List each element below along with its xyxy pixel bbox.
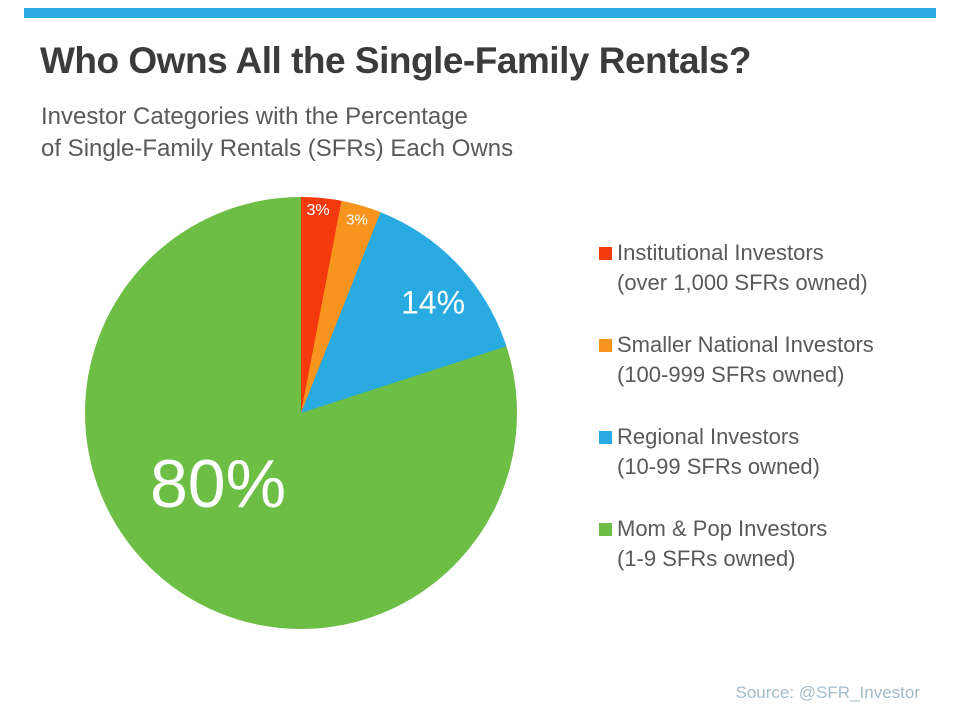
- legend-item-line1: Regional Investors: [599, 422, 939, 452]
- top-accent-bar: [24, 8, 936, 18]
- pie-label-institutional: 3%: [306, 202, 330, 219]
- subtitle-line-1: Investor Categories with the Percentage: [41, 103, 468, 130]
- legend-detail-smaller-national: (100-999 SFRs owned): [617, 362, 845, 387]
- legend-detail-regional: (10-99 SFRs owned): [617, 454, 820, 479]
- legend-name-mom-and-pop: Mom & Pop Investors: [617, 516, 828, 541]
- legend-item-mom-and-pop: Mom & Pop Investors (1-9 SFRs owned): [599, 514, 939, 574]
- legend-detail-institutional: (over 1,000 SFRs owned): [617, 270, 868, 295]
- page-subtitle: Investor Categories with the Percentage …: [41, 101, 513, 165]
- page-title: Who Owns All the Single-Family Rentals?: [40, 40, 751, 81]
- legend-swatch-mom-and-pop-icon: [599, 522, 612, 536]
- legend-name-institutional: Institutional Investors: [617, 240, 824, 265]
- legend-item-line1: Mom & Pop Investors: [599, 514, 939, 544]
- subtitle-line-2: of Single-Family Rentals (SFRs) Each Own…: [41, 135, 514, 162]
- legend-detail-mom-and-pop: (1-9 SFRs owned): [617, 546, 796, 571]
- legend-item-line1: Institutional Investors: [599, 238, 939, 268]
- legend-item-institutional: Institutional Investors (over 1,000 SFRs…: [599, 238, 939, 298]
- pie-label-smaller-national: 3%: [346, 211, 368, 229]
- legend-swatch-institutional-icon: [599, 246, 612, 260]
- legend-item-regional: Regional Investors (10-99 SFRs owned): [599, 422, 939, 482]
- pie-label-mom-and-pop: 80%: [149, 446, 287, 522]
- pie-chart-area: 3% 3% 14% 80%: [85, 197, 517, 629]
- source-text: Source: @SFR_Investor: [735, 683, 921, 702]
- legend-swatch-regional-icon: [599, 430, 612, 444]
- pie-chart: [85, 197, 517, 629]
- legend-name-smaller-national: Smaller National Investors: [617, 332, 874, 357]
- chart-legend: Institutional Investors (over 1,000 SFRs…: [599, 238, 939, 606]
- legend-name-regional: Regional Investors: [617, 424, 800, 449]
- pie-label-regional: 14%: [400, 284, 466, 321]
- legend-item-line1: Smaller National Investors: [599, 330, 939, 360]
- legend-item-smaller-national: Smaller National Investors (100-999 SFRs…: [599, 330, 939, 390]
- legend-swatch-smaller-national-icon: [599, 338, 612, 352]
